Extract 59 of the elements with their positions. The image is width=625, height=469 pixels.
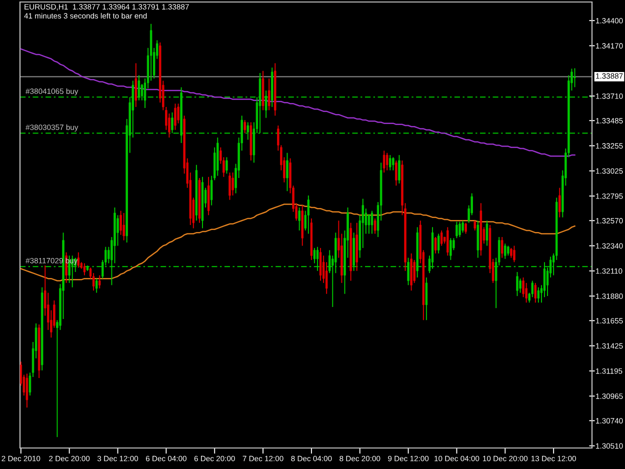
candlestick: [413, 259, 416, 284]
candlestick: [134, 62, 138, 108]
candlestick: [268, 78, 270, 111]
candlestick: [510, 247, 512, 258]
candlestick: [313, 247, 316, 264]
candlestick: [319, 247, 322, 282]
candlestick: [374, 218, 376, 234]
candlestick: [382, 150, 386, 174]
candlestick: [462, 220, 464, 234]
candlestick: [534, 282, 537, 304]
candlestick: [138, 74, 140, 101]
candlestick: [298, 207, 300, 231]
candlestick: [232, 172, 234, 196]
candlestick: [370, 210, 374, 234]
candlestick: [226, 156, 228, 174]
candlestick: [307, 195, 310, 234]
candlestick: [504, 243, 506, 260]
candlestick: [95, 278, 98, 294]
candlestick: [446, 226, 449, 256]
candlestick: [474, 220, 476, 231]
candlestick: [286, 152, 288, 192]
candlestick: [407, 257, 410, 286]
candlestick: [398, 154, 400, 184]
candlestick: [464, 222, 467, 234]
candlestick: [368, 214, 370, 234]
candlestick: [558, 187, 561, 218]
candlestick: [437, 233, 440, 254]
candlestick: [500, 236, 504, 258]
candlestick: [246, 122, 250, 140]
candlestick: [574, 68, 576, 88]
candlestick: [83, 262, 86, 276]
candlestick: [174, 103, 176, 130]
candlestick: [98, 274, 101, 289]
candlestick: [77, 252, 80, 268]
candlestick: [395, 160, 398, 186]
candlestick: [507, 245, 510, 256]
candlestick: [440, 230, 443, 246]
candlestick: [171, 112, 174, 134]
candlestick: [537, 286, 540, 304]
candlestick: [26, 373, 28, 408]
candlestick: [386, 152, 388, 171]
candlestick: [122, 212, 125, 241]
candlestick: [513, 245, 516, 263]
candlestick: [228, 172, 231, 200]
candlestick: [519, 278, 522, 294]
candlestick: [116, 214, 119, 246]
candlestick: [458, 221, 461, 238]
candlestick: [434, 236, 437, 254]
candlestick: [140, 84, 144, 101]
candlestick: [392, 156, 394, 171]
candlestick: [264, 90, 268, 118]
candlestick: [486, 220, 488, 246]
candlestick: [389, 154, 392, 171]
candlestick: [516, 272, 518, 297]
candlestick: [450, 238, 452, 260]
line-series: [20, 48, 576, 157]
candlestick: [425, 276, 428, 321]
candlestick: [244, 120, 246, 134]
candlestick: [456, 221, 458, 239]
